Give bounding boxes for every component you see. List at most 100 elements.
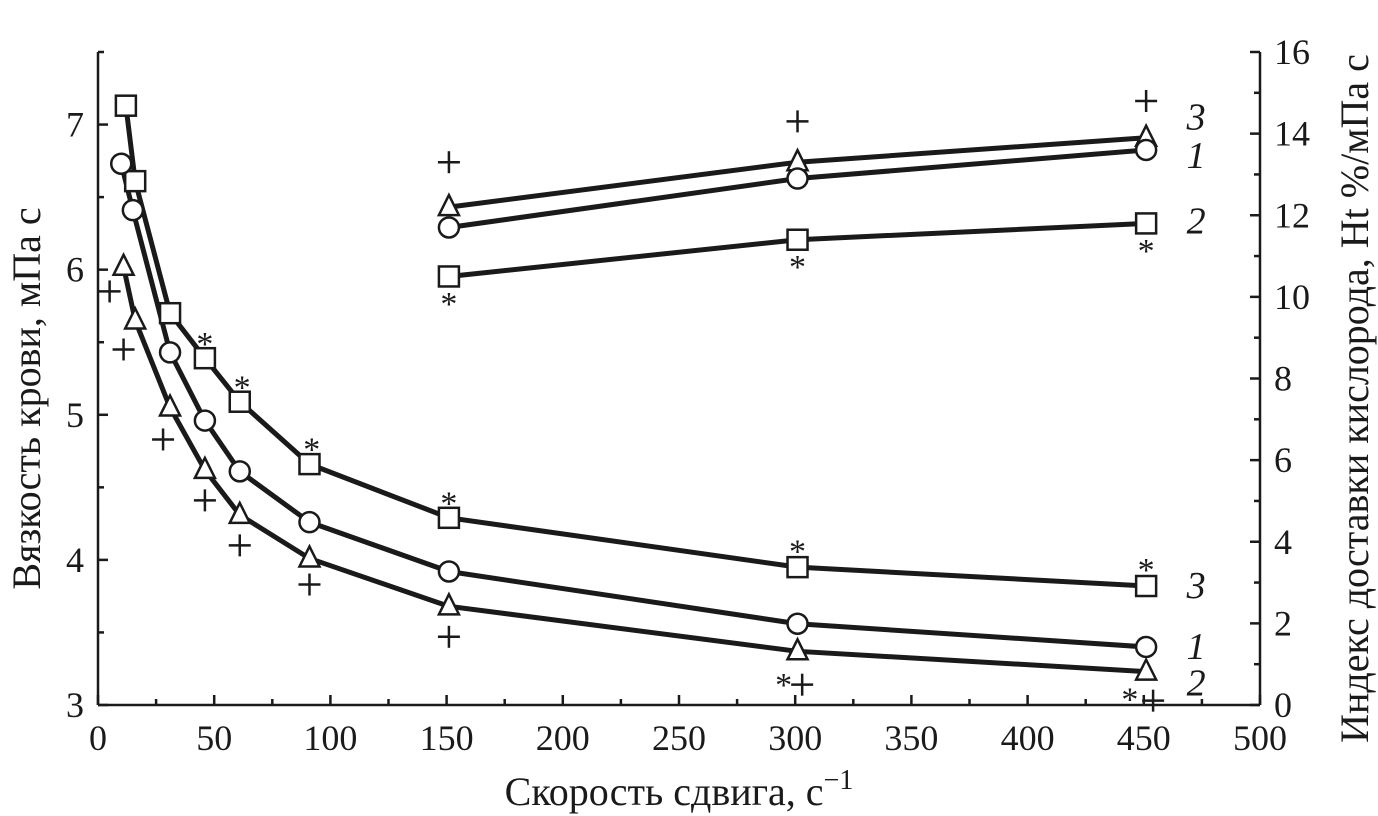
triangle-marker (436, 192, 461, 217)
significance-star: * (1138, 233, 1155, 270)
y2-tick-label: 16 (1274, 32, 1310, 72)
significance-star: * (1138, 552, 1155, 589)
x-tick-label: 350 (884, 718, 938, 758)
y-tick-label: 4 (66, 540, 84, 580)
triangle-marker (192, 455, 217, 480)
triangle-marker (227, 500, 252, 525)
curve-label-upper: 2 (1187, 200, 1206, 242)
curve-label-lower: 1 (1187, 626, 1206, 668)
triangle-marker (111, 251, 136, 277)
series (118, 105, 1147, 675)
significance-star: * (1121, 681, 1138, 718)
plus-marker (298, 573, 321, 596)
square-marker (158, 301, 182, 325)
square-marker (114, 94, 138, 117)
triangle-marker (436, 591, 461, 616)
y2-tick-label: 12 (1274, 195, 1310, 235)
circle-marker (1134, 138, 1158, 162)
plus-marker (1135, 89, 1158, 112)
square-marker (1134, 574, 1158, 598)
x-axis-title: Скорость сдвига, с−1 (505, 765, 854, 814)
y-tick-label: 5 (66, 395, 84, 435)
curve-label-lower: 3 (1186, 565, 1206, 607)
significance-star: * (303, 432, 320, 469)
plus-marker (437, 151, 460, 174)
circle-marker (228, 460, 252, 483)
plus-marker (98, 280, 121, 303)
square-marker (786, 555, 809, 579)
x-tick-label: 300 (768, 718, 822, 758)
circle-marker (786, 612, 809, 635)
x-tick-label: 500 (1233, 718, 1287, 758)
circle-marker (158, 341, 182, 364)
y-axis-title: Вязкость крови, мПа с (4, 207, 49, 589)
triangle-marker (297, 543, 322, 568)
circle-marker (437, 560, 461, 583)
y2-axis-title: Индекс доставки кислорода, Ht %/мПа с (1332, 54, 1377, 743)
square-marker (437, 265, 461, 288)
square-marker (437, 506, 461, 530)
plus-marker (112, 338, 135, 361)
significance-star: * (234, 369, 251, 406)
x-axis-title-main: Скорость сдвига, с (505, 769, 824, 814)
viscosity-series-2-line (121, 266, 1147, 675)
triangle-marker (785, 636, 810, 661)
circle-marker (437, 216, 461, 239)
y-tick-label: 7 (66, 105, 84, 145)
square-marker (193, 346, 217, 370)
plus-marker (193, 489, 216, 512)
x-tick-label: 50 (196, 718, 232, 758)
markers (109, 94, 1159, 681)
plus-marker (437, 625, 460, 648)
square-marker (123, 169, 147, 193)
x-tick-label: 400 (1001, 718, 1055, 758)
y2-tick-label: 8 (1274, 359, 1292, 399)
circle-marker (298, 510, 321, 534)
x-tick-label: 0 (89, 718, 107, 758)
significance-star: * (775, 667, 792, 704)
y2-tick-label: 0 (1274, 685, 1292, 725)
y2-tick-label: 6 (1274, 440, 1292, 480)
square-marker (228, 390, 252, 413)
y-tick-label: 6 (66, 250, 84, 290)
plus-marker (791, 673, 814, 696)
square-marker (1134, 212, 1158, 235)
y2-tick-label: 4 (1274, 522, 1292, 562)
circle-marker (193, 409, 217, 432)
ticks: 0 50 100 150 200 250 300 350 400 450 500 3 4 5 6 7 0 2 4 6 8… (66, 32, 1310, 758)
plus-marker (152, 428, 175, 451)
circle-marker (121, 198, 145, 222)
significance-star: * (440, 485, 457, 522)
viscosity-series-1-line (118, 163, 1147, 650)
x-tick-label: 100 (303, 718, 357, 758)
plus-marker (228, 534, 251, 557)
triangle-marker (1134, 656, 1159, 681)
curve-label-upper: 3 (1186, 97, 1206, 139)
significance-star: * (196, 326, 213, 363)
plus-marker (786, 110, 809, 133)
circle-marker (1134, 635, 1158, 659)
significance-star: * (440, 286, 457, 323)
triangle-marker (123, 305, 148, 330)
triangle-marker (158, 392, 183, 417)
y-tick-label: 3 (66, 685, 84, 725)
square-marker (298, 452, 321, 476)
x-tick-label: 250 (652, 718, 706, 758)
circle-marker (109, 152, 133, 175)
curve-label-lower: 2 (1187, 663, 1206, 705)
x-tick-label: 150 (420, 718, 474, 758)
significance-star: * (789, 249, 806, 286)
curve-label-upper: 1 (1187, 135, 1206, 177)
square-marker (786, 228, 809, 251)
y2-tick-label: 14 (1274, 114, 1310, 154)
x-tick-label: 450 (1117, 718, 1171, 758)
y2-tick-label: 2 (1274, 603, 1292, 643)
x-tick-label: 200 (536, 718, 590, 758)
y2-tick-label: 10 (1274, 277, 1310, 317)
significance-star: * (789, 533, 806, 570)
viscosity-series-3-line (123, 105, 1147, 589)
plus-marker (1142, 689, 1165, 712)
circle-marker (786, 167, 809, 190)
